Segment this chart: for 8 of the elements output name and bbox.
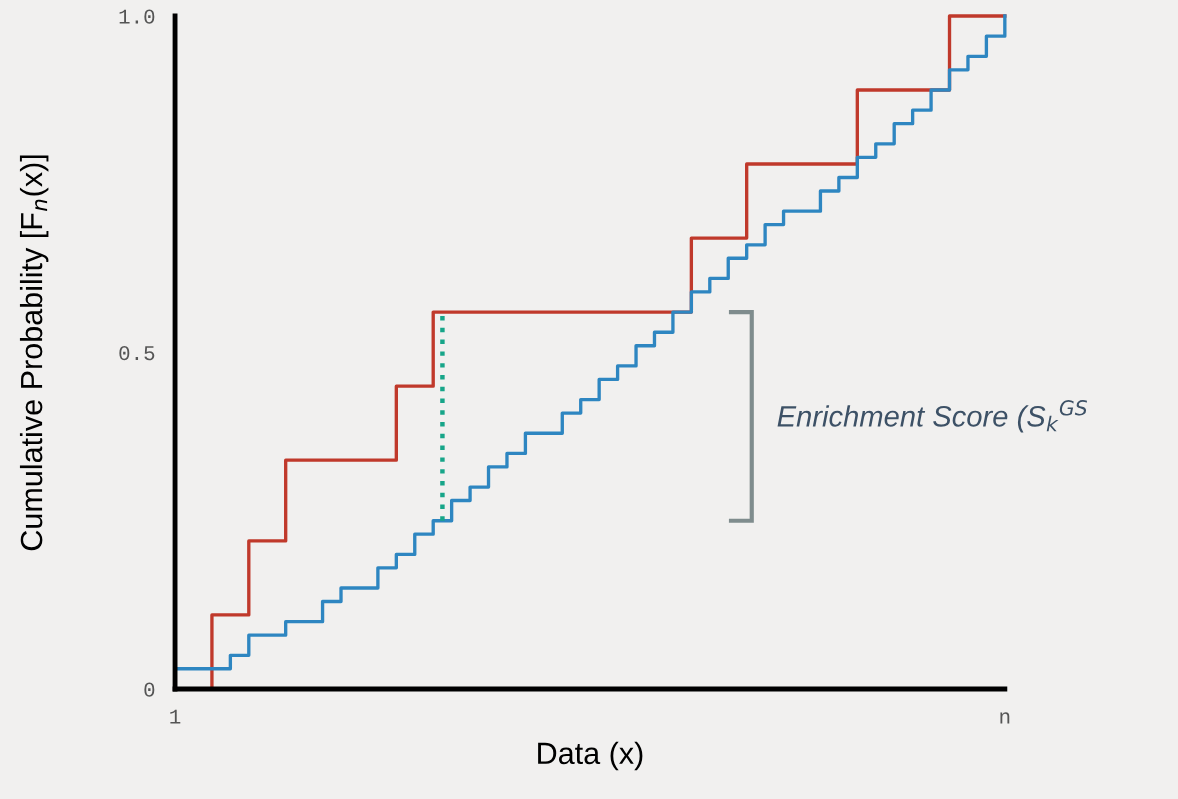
y-axis-title: Cumulative Probability [F$_{n}$(x)] <box>19 155 49 551</box>
annotation: Enrichment Score (S$_{k}$$^{GS}$ <box>777 400 1088 433</box>
y-tick-label: 0 <box>144 682 155 697</box>
x-tick-label: 1 <box>170 709 181 724</box>
y-tick-label: 1.0 <box>119 9 155 24</box>
y-tick-label: 0.5 <box>119 346 155 361</box>
x-tick-label: n <box>1000 712 1010 724</box>
x-axis-title: Data (x) <box>538 741 643 771</box>
